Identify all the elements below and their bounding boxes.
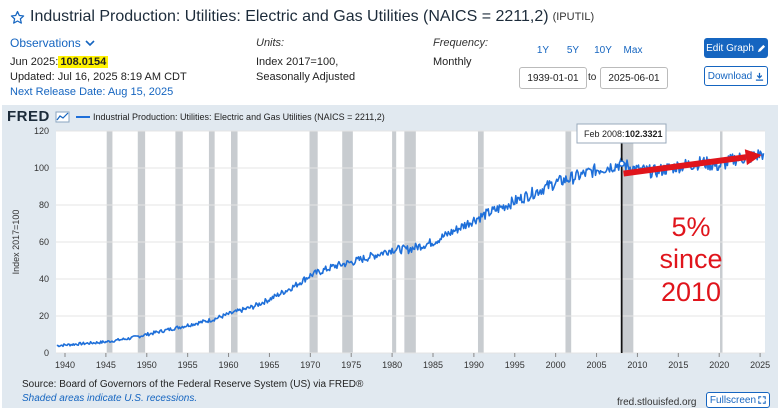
x-tick-label: 1965 — [259, 360, 279, 370]
star-icon[interactable] — [10, 10, 25, 25]
tooltip-marker — [618, 160, 625, 167]
range-10y-button[interactable]: 10Y — [594, 45, 612, 56]
edit-graph-label: Edit Graph — [706, 42, 754, 54]
x-tick-label: 1985 — [423, 360, 443, 370]
annotation-text: 2010 — [661, 277, 721, 307]
edit-graph-button[interactable]: Edit Graph — [704, 38, 768, 58]
series-id: (IPUTIL) — [552, 11, 595, 23]
y-tick-label: 100 — [34, 163, 49, 173]
start-date-input[interactable] — [519, 67, 587, 89]
legend-label: Industrial Production: Utilities: Electr… — [93, 112, 385, 122]
units-label: Units: — [256, 37, 285, 49]
x-tick-label: 2005 — [587, 360, 607, 370]
observation-date: Jun 2025: — [10, 56, 59, 68]
annotation-arrowhead — [744, 149, 762, 166]
x-tick-label: 1980 — [382, 360, 402, 370]
x-tick-label: 1970 — [300, 360, 320, 370]
next-release-link[interactable]: Next Release Date: Aug 15, 2025 — [10, 86, 174, 98]
observations-toggle[interactable]: Observations — [10, 36, 187, 51]
observations-panel: Observations Jun 2025: 108.0154 Updated: … — [10, 36, 187, 100]
fred-chart-icon — [55, 111, 70, 123]
annotation-arrow-shaft — [623, 154, 747, 177]
x-tick-label: 2015 — [668, 360, 688, 370]
x-tick-label: 1995 — [505, 360, 525, 370]
download-label: Download — [707, 70, 753, 82]
range-max-button[interactable]: Max — [623, 45, 643, 56]
source-text: Source: Board of Governors of the Federa… — [22, 379, 364, 390]
chevron-down-icon — [85, 40, 95, 47]
range-buttons: 1Y 5Y 10Y Max — [528, 45, 648, 56]
fullscreen-button[interactable]: Fullscreen — [706, 392, 770, 408]
frequency-label: Frequency: — [433, 37, 489, 49]
annotation-text: since — [659, 244, 722, 274]
tooltip-value: 102.3321 — [625, 129, 663, 139]
x-tick-label: 1955 — [178, 360, 198, 370]
y-tick-label: 120 — [34, 126, 49, 136]
end-date-input[interactable] — [600, 67, 668, 89]
x-tick-label: 1945 — [96, 360, 116, 370]
to-label: to — [588, 72, 597, 83]
y-tick-label: 20 — [39, 311, 49, 321]
units-line-1: Index 2017=100, — [256, 56, 339, 68]
series-title: Industrial Production: Utilities: Electr… — [30, 8, 549, 25]
y-tick-label: 60 — [39, 237, 49, 247]
recession-note: Shaded areas indicate U.S. recessions. — [22, 393, 198, 404]
fred-url[interactable]: fred.stlouisfed.org — [617, 397, 697, 408]
legend: Industrial Production: Utilities: Electr… — [76, 112, 385, 122]
x-tick-label: 2010 — [627, 360, 647, 370]
x-tick-label: 2000 — [546, 360, 566, 370]
y-tick-label: 80 — [39, 200, 49, 210]
x-tick-label: 1950 — [137, 360, 157, 370]
fullscreen-icon — [758, 396, 766, 404]
observation-value: 108.0154 — [58, 56, 109, 68]
tooltip-box — [576, 123, 667, 144]
range-5y-button[interactable]: 5Y — [566, 45, 580, 56]
pencil-icon — [757, 44, 766, 52]
x-tick-label: 2020 — [709, 360, 729, 370]
download-button[interactable]: Download — [704, 66, 768, 86]
x-tick-label: 1960 — [219, 360, 239, 370]
range-1y-button[interactable]: 1Y — [536, 45, 550, 56]
frequency-panel: Frequency: Monthly — [433, 36, 488, 70]
x-tick-label: 2025 — [750, 360, 770, 370]
annotation-text: 5% — [671, 212, 710, 242]
updated-text: Updated: Jul 16, 2025 8:19 AM CDT — [10, 71, 187, 83]
tooltip-date: Feb 2008: — [584, 129, 625, 139]
x-tick-label: 1940 — [55, 360, 75, 370]
y-tick-label: 0 — [44, 348, 49, 358]
download-icon — [756, 72, 764, 81]
title-row: Industrial Production: Utilities: Electr… — [10, 6, 594, 28]
fullscreen-label: Fullscreen — [709, 394, 757, 406]
frequency-value: Monthly — [433, 56, 472, 68]
x-tick-label: 1990 — [464, 360, 484, 370]
x-tick-label: 1975 — [341, 360, 361, 370]
units-line-2: Seasonally Adjusted — [256, 71, 356, 83]
latest-observation: Jun 2025: 108.0154 — [10, 55, 187, 70]
fred-logo: FRED — [7, 108, 50, 125]
y-tick-label: 40 — [39, 274, 49, 284]
y-axis-label: Index 2017=100 — [11, 210, 21, 275]
units-panel: Units: Index 2017=100, Seasonally Adjust… — [256, 36, 355, 85]
observations-label: Observations — [10, 36, 81, 50]
